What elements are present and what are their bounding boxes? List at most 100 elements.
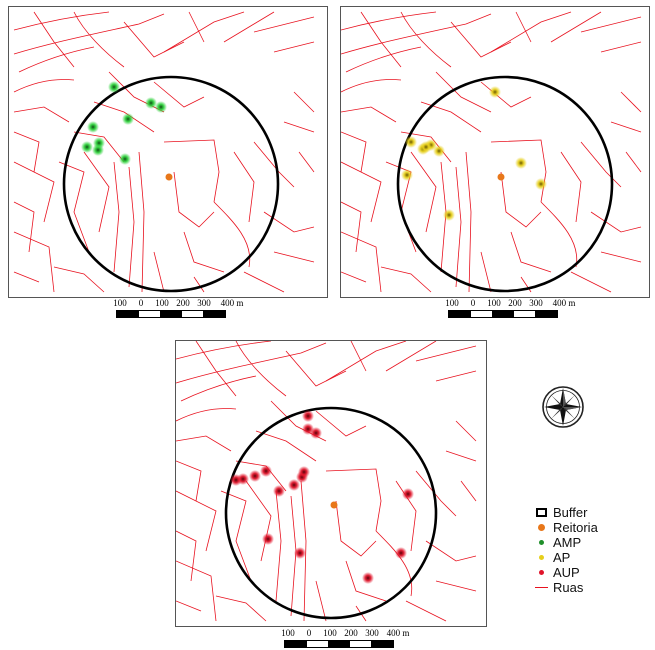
street-line (341, 13, 492, 55)
hotspot-point (433, 145, 445, 157)
street-line (560, 151, 582, 223)
street-line (176, 341, 272, 360)
scale-label: 400 m (552, 298, 576, 308)
reitoria-point (165, 173, 173, 181)
street-line (490, 11, 572, 53)
street-line (490, 139, 547, 203)
street-line (335, 500, 377, 557)
ap-dot-icon (538, 555, 544, 560)
hotspot-point (249, 470, 261, 482)
street-line (138, 151, 145, 293)
scale-label: 200 (508, 298, 522, 308)
street-line (220, 490, 252, 582)
scale-label: 100 (281, 628, 295, 638)
street-line (341, 106, 397, 123)
street-line (345, 560, 387, 602)
hotspot-point (145, 97, 157, 109)
street-line (128, 166, 135, 288)
street-line (83, 151, 110, 233)
hotspot-point (515, 157, 527, 169)
street-line (13, 161, 55, 223)
legend-label: AMP (553, 535, 582, 550)
hotspot-point (87, 121, 99, 133)
street-line (380, 266, 432, 293)
hotspot-point (489, 86, 501, 98)
map-amp (13, 11, 315, 293)
hotspot-point (108, 81, 120, 93)
street-line (13, 231, 55, 293)
scale-label: 100 (323, 628, 337, 638)
ruas-line-icon (534, 587, 548, 588)
street-line (283, 121, 315, 133)
street-line (341, 161, 382, 223)
street-line (153, 251, 165, 293)
scale-label: 100 (113, 298, 127, 308)
street-line (345, 46, 422, 73)
street-line (18, 46, 95, 73)
street-line (515, 11, 532, 43)
street-line (341, 201, 362, 253)
street-line (460, 480, 477, 502)
hotspot-point (262, 533, 274, 545)
hotspot-point (395, 547, 407, 559)
scale-label: 300 (365, 628, 379, 638)
street-line (13, 131, 40, 173)
street-line (341, 231, 382, 293)
hotspot-point (92, 144, 104, 156)
scale-label: 100 (445, 298, 459, 308)
street-line (341, 131, 367, 173)
scale-label: 400 m (220, 298, 244, 308)
street-line (163, 11, 245, 53)
street-line (405, 600, 447, 622)
legend-label: Buffer (553, 505, 588, 520)
street-line (193, 276, 205, 293)
scale-label: 100 (155, 298, 169, 308)
street-line (325, 341, 407, 382)
street-line (480, 81, 532, 108)
street-line (183, 231, 225, 273)
hotspot-point (420, 141, 432, 153)
street-line (315, 580, 327, 622)
street-line (243, 271, 285, 293)
street-line (360, 11, 402, 68)
street-line (13, 13, 165, 55)
hotspot-point (119, 153, 131, 165)
street-line (188, 11, 205, 43)
street-line (33, 11, 75, 68)
street-line (73, 131, 125, 163)
street-line (275, 490, 282, 602)
legend-label: AP (553, 550, 571, 565)
street-line (341, 11, 437, 31)
hotspot-point (155, 101, 167, 113)
street-line (13, 106, 70, 123)
street-line (415, 470, 457, 517)
street-line (233, 151, 255, 223)
street-line (53, 266, 105, 293)
street-line (500, 171, 542, 228)
hotspot-point (81, 141, 93, 153)
street-line (13, 271, 40, 283)
hotspot-point (298, 466, 310, 478)
street-line (255, 430, 317, 462)
street-line (215, 595, 267, 622)
hotspot-point (302, 410, 314, 422)
street-line (450, 21, 512, 58)
legend-item-buffer: Buffer (533, 505, 598, 520)
street-line (590, 211, 642, 233)
street-line (273, 251, 315, 263)
street-line (253, 141, 295, 188)
street-line (455, 420, 477, 442)
scale-label: 300 (529, 298, 543, 308)
scale-label: 0 (306, 628, 312, 638)
street-line (425, 540, 477, 562)
street-line (385, 341, 437, 372)
buffer-symbol-icon (535, 508, 547, 517)
street-line (580, 141, 622, 188)
scale-bar-ap: 100 0 100 200 300 400 m (444, 298, 575, 322)
street-line (375, 530, 413, 597)
street-line (445, 450, 477, 462)
street-line (13, 201, 35, 253)
street-line (273, 41, 315, 53)
street-line (540, 201, 578, 268)
reitoria-point (330, 501, 338, 509)
